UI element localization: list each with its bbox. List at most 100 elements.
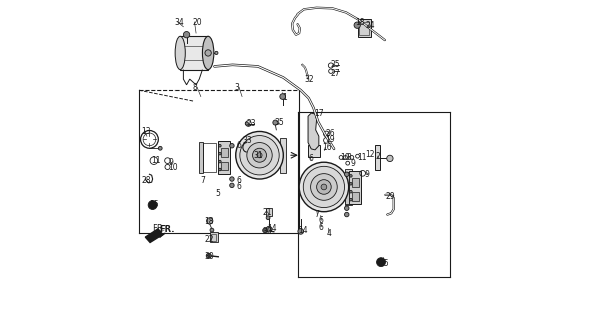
Circle shape: [311, 174, 337, 200]
Bar: [359, 22, 369, 35]
Circle shape: [206, 253, 211, 258]
Circle shape: [257, 153, 262, 158]
Text: 11: 11: [357, 153, 366, 162]
Circle shape: [298, 228, 304, 234]
Text: 6: 6: [308, 154, 313, 163]
Circle shape: [266, 226, 272, 232]
Circle shape: [266, 216, 270, 220]
Text: 15: 15: [149, 200, 159, 209]
Text: 31: 31: [253, 151, 263, 160]
Circle shape: [350, 182, 352, 185]
Text: 21: 21: [263, 208, 272, 217]
Text: 9: 9: [169, 158, 173, 167]
Bar: [358, 20, 371, 37]
Text: 25: 25: [330, 60, 340, 69]
Text: 28: 28: [141, 176, 151, 185]
Circle shape: [218, 168, 221, 171]
Text: 10: 10: [340, 153, 349, 162]
Bar: [210, 232, 218, 243]
Bar: [180, 36, 208, 69]
Bar: [211, 234, 217, 241]
Text: 18: 18: [356, 18, 365, 27]
Text: 5: 5: [215, 189, 220, 198]
Text: 13: 13: [141, 127, 151, 136]
Bar: [200, 142, 203, 173]
Text: 16: 16: [322, 143, 332, 152]
Circle shape: [230, 177, 234, 181]
Circle shape: [218, 144, 221, 147]
Text: 6: 6: [236, 141, 241, 150]
Circle shape: [321, 184, 327, 190]
Circle shape: [205, 50, 211, 56]
Text: 22: 22: [204, 236, 214, 244]
Text: 6: 6: [318, 223, 323, 232]
Text: 2: 2: [376, 152, 381, 161]
Circle shape: [303, 166, 345, 208]
Text: 17: 17: [314, 108, 324, 117]
Circle shape: [253, 148, 266, 162]
Bar: [345, 169, 352, 205]
Circle shape: [230, 143, 234, 148]
Text: 9: 9: [364, 170, 369, 179]
Polygon shape: [308, 113, 319, 150]
Circle shape: [230, 183, 234, 188]
Text: 14: 14: [298, 226, 308, 235]
Text: 15: 15: [379, 259, 389, 268]
Bar: [255, 147, 261, 155]
Circle shape: [158, 146, 162, 150]
Text: 3: 3: [234, 83, 239, 92]
Bar: [326, 184, 344, 189]
Ellipse shape: [202, 36, 214, 69]
Circle shape: [377, 258, 385, 267]
Circle shape: [345, 212, 349, 217]
Text: 33: 33: [242, 136, 252, 146]
Circle shape: [207, 218, 213, 224]
Bar: [375, 145, 381, 170]
Text: 24: 24: [365, 21, 375, 30]
Text: FR.: FR.: [159, 225, 175, 234]
Text: 30: 30: [263, 227, 272, 236]
Circle shape: [218, 152, 221, 155]
Text: 6: 6: [236, 176, 241, 185]
Circle shape: [210, 228, 214, 232]
Text: 10: 10: [169, 164, 178, 172]
Bar: [349, 171, 361, 204]
Text: 6: 6: [318, 216, 323, 225]
Circle shape: [350, 198, 352, 201]
Bar: [308, 145, 320, 157]
Circle shape: [354, 22, 361, 28]
Bar: [203, 143, 215, 172]
Bar: [352, 178, 359, 187]
Bar: [220, 148, 228, 157]
Bar: [266, 208, 272, 216]
Circle shape: [280, 94, 285, 100]
Text: 20: 20: [193, 18, 202, 27]
Text: 27: 27: [330, 69, 340, 78]
Bar: [220, 162, 228, 171]
Polygon shape: [145, 229, 163, 243]
Text: 6: 6: [236, 182, 241, 191]
Bar: [262, 153, 279, 158]
Circle shape: [218, 160, 221, 163]
Text: 29: 29: [385, 192, 395, 201]
Circle shape: [148, 201, 157, 210]
Bar: [345, 172, 349, 204]
Text: 35: 35: [275, 118, 284, 127]
Bar: [253, 145, 263, 157]
Text: 7: 7: [314, 210, 319, 219]
Text: 8: 8: [193, 83, 198, 92]
Circle shape: [240, 136, 279, 175]
Text: 1: 1: [282, 93, 288, 102]
Text: 18: 18: [204, 217, 214, 226]
Circle shape: [215, 51, 218, 54]
Circle shape: [247, 142, 272, 168]
Bar: [279, 138, 287, 173]
Circle shape: [273, 120, 278, 125]
Circle shape: [184, 32, 189, 38]
Text: 30: 30: [204, 252, 214, 261]
Circle shape: [345, 172, 349, 177]
Circle shape: [299, 162, 349, 212]
Text: 9: 9: [350, 159, 355, 168]
Circle shape: [317, 180, 331, 194]
Text: 32: 32: [304, 75, 314, 84]
